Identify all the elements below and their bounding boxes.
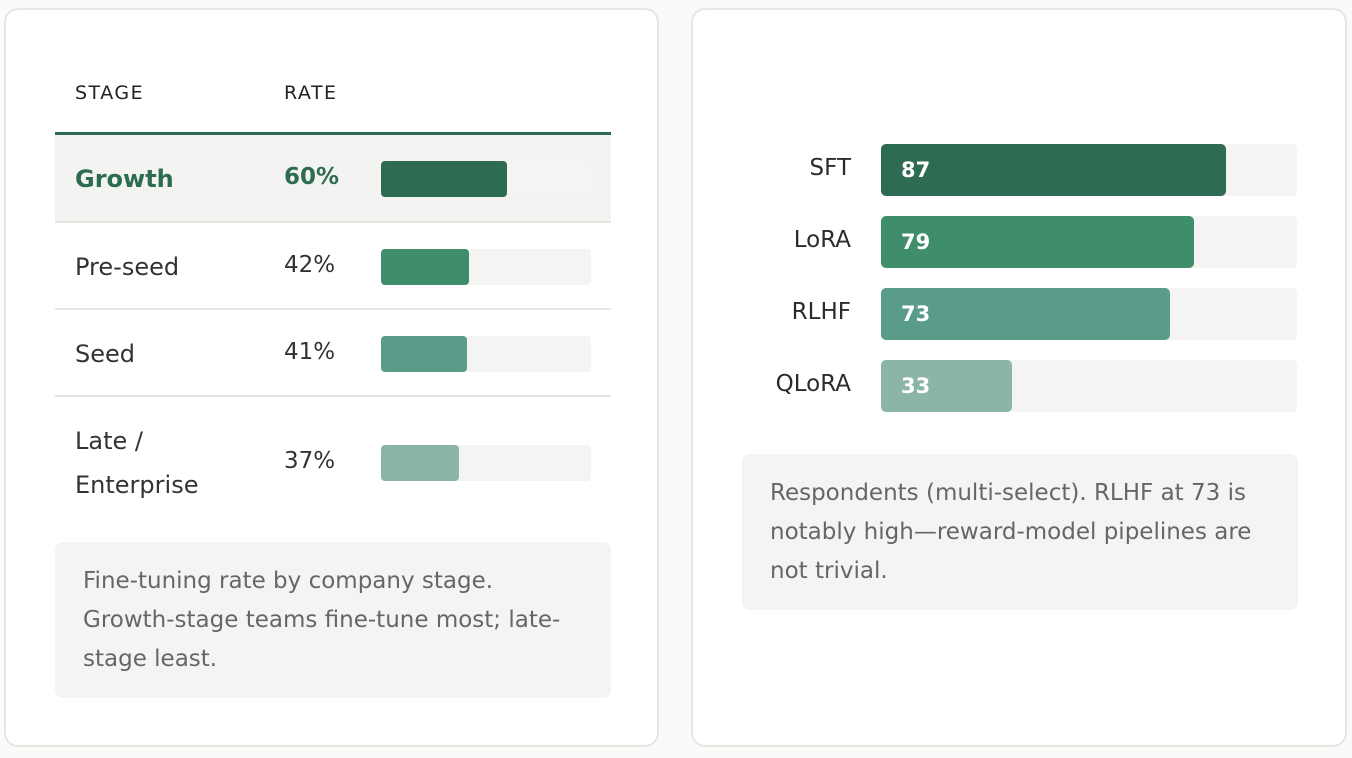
bar-value-label: 79: [901, 230, 931, 254]
stage-table-card: STAGE RATE Growth 60% Pre-seed 42% Seed 41% La…: [4, 8, 659, 747]
technique-chart-card: SFT 87 LoRA 79 RLHF 73 QLoRA 33 Respondents (mu…: [691, 8, 1347, 747]
table-header: STAGE RATE: [55, 10, 611, 135]
table-row: Growth 60%: [55, 135, 611, 223]
rate-cell: 60%: [284, 164, 340, 190]
bar-category-label: RLHF: [791, 299, 851, 325]
header-rate: RATE: [284, 82, 338, 104]
bar-track: 87: [881, 144, 1297, 196]
stage-cell: Seed: [75, 339, 135, 368]
bar-value-label: 73: [901, 302, 931, 326]
rate-bar-track: [381, 248, 591, 285]
chart-caption: Respondents (multi-select). RLHF at 73 i…: [742, 454, 1298, 610]
rate-cell: 41%: [284, 338, 336, 365]
stage-cell: Pre-seed: [75, 252, 180, 281]
bar-category-label: QLoRA: [775, 371, 851, 397]
rate-cell: 42%: [284, 251, 336, 278]
rate-bar-track: [381, 335, 591, 372]
rate-bar: [381, 161, 507, 197]
bar-track: 73: [881, 288, 1297, 340]
rate-bar: [381, 335, 467, 372]
stage-cell: Growth: [75, 165, 174, 193]
bar: 79: [881, 216, 1194, 268]
bar-track: 33: [881, 360, 1297, 412]
bar: 33: [881, 360, 1012, 412]
bar: 87: [881, 144, 1226, 196]
table-row: Pre-seed 42%: [55, 223, 611, 310]
table-row: Seed 41%: [55, 310, 611, 397]
bar-category-label: LoRA: [793, 227, 851, 253]
rate-bar-track: [381, 161, 591, 197]
bar-value-label: 87: [901, 158, 931, 182]
bar: 73: [881, 288, 1170, 340]
table-caption: Fine-tuning rate by company stage. Growt…: [55, 542, 611, 698]
bar-track: 79: [881, 216, 1297, 268]
table-row: Late / Enterprise 37%: [55, 397, 611, 529]
header-stage: STAGE: [75, 82, 145, 104]
rate-bar: [381, 248, 469, 285]
stage-cell: Late / Enterprise: [75, 427, 199, 499]
rate-cell: 37%: [284, 448, 336, 474]
bar-category-label: SFT: [809, 155, 851, 181]
bar-value-label: 33: [901, 374, 931, 398]
rate-bar-track: [381, 445, 591, 481]
rate-bar: [381, 445, 459, 481]
